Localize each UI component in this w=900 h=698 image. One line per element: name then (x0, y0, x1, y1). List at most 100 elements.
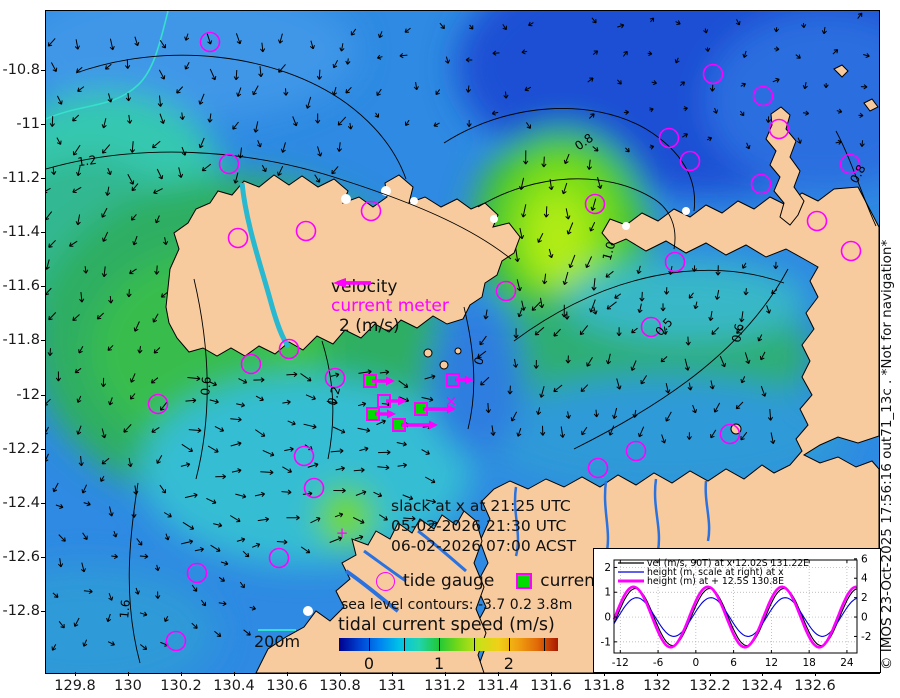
tide-gauge-marker (719, 423, 741, 445)
colorbar-tick-label: 0 (363, 654, 375, 673)
tide-gauge-marker (186, 562, 208, 584)
x-axis-tick (181, 672, 182, 676)
island (439, 360, 449, 370)
y-axis-label: -12.8 (2, 603, 40, 619)
inset-left-tick-label: 0 (604, 612, 611, 624)
tide-gauge-marker (360, 200, 382, 222)
y-axis-tick (41, 611, 45, 612)
x-axis-tick (287, 672, 288, 676)
x-axis-label: 131.8 (583, 678, 625, 694)
x-axis-tick (710, 672, 711, 676)
tide-gauge-layer (147, 31, 862, 652)
tide-gauge-marker (218, 153, 240, 175)
current-label: current (540, 571, 602, 591)
land-tiwi-islands (165, 174, 521, 357)
depth-scale-label: 200m (254, 632, 301, 651)
inset-right-tick-label: 4 (861, 573, 868, 585)
island (454, 347, 462, 355)
y-axis-label: -11.2 (2, 170, 40, 186)
contour-value-label: 0.6 (198, 375, 214, 397)
y-axis-label: -11 (16, 116, 40, 132)
x-axis-label: 131 (378, 678, 406, 694)
y-axis-tick (41, 124, 45, 125)
y-axis-tick (41, 340, 45, 341)
isobath-sample-line (258, 629, 297, 631)
tide-gauge-marker (702, 63, 724, 85)
tide-gauge-marker (587, 457, 609, 479)
y-axis-label: -11.8 (2, 332, 40, 348)
tide-gauge-marker (268, 547, 290, 569)
x-axis-label: 131.6 (530, 678, 572, 694)
x-axis-label: 130.8 (319, 678, 361, 694)
tide-gauge-marker (752, 85, 774, 107)
velocity-arrow-field (46, 12, 870, 651)
tide-gauge-marker (165, 630, 187, 652)
inset-legend-label: vel (m/s, 90T) at x 12.02S 131.22E (647, 558, 809, 569)
x-axis-label: 130.4 (213, 678, 255, 694)
inset-right-tick-label: -2 (861, 631, 871, 643)
y-axis-tick (41, 395, 45, 396)
sea-level-note: sea level contours: -3.7 0.2 3.8m (341, 597, 573, 613)
tide-gauge-marker (679, 150, 701, 172)
y-axis-label: -12.4 (2, 495, 40, 511)
contour-value-label: 1.2 (76, 152, 98, 170)
map-canvas[interactable]: ×+ (46, 11, 879, 673)
tide-gauge-marker (227, 227, 249, 249)
colorbar-tick-label: 2 (503, 654, 514, 673)
y-axis-label: -10.8 (2, 62, 40, 78)
map-frame: × + 1.2 0.8 0.8 1.0 0.5 0.6 0 0.6 0.2 1.6 velocity… (45, 10, 881, 674)
x-axis-label: 132 (643, 678, 671, 694)
tide-gauge-marker (584, 193, 606, 215)
y-axis-label: -12 (16, 387, 40, 403)
vector-scale-label: 2 (m/s) (339, 315, 400, 336)
tide-series-line (613, 597, 857, 637)
tide-gauge-marker (840, 240, 862, 262)
inset-right-tick-label: 0 (861, 612, 868, 624)
tide-gauge-label: tide gauge (403, 571, 495, 591)
y-axis-tick (41, 557, 45, 558)
marker-legend: tide gauge current (376, 571, 602, 591)
tide-series-line (613, 587, 857, 647)
island (423, 348, 433, 358)
x-axis-tick (445, 672, 446, 676)
tide-gauge-marker (495, 280, 517, 302)
island (833, 64, 849, 78)
x-axis-tick (551, 672, 552, 676)
tide-gauge-marker (240, 353, 262, 375)
x-axis-tick (392, 672, 393, 676)
inset-left-tick-label: 2 (604, 562, 611, 574)
colorbar-tick (439, 638, 441, 651)
y-axis-label: -11.6 (2, 278, 40, 294)
inset-x-tick-label: 0 (692, 657, 699, 669)
tide-gauge-marker (664, 251, 686, 273)
inset-x-tick-label: -6 (653, 657, 664, 669)
y-axis-label: -11.4 (2, 224, 40, 240)
tide-gauge-marker (293, 445, 315, 467)
inset-x-tick-label: 24 (840, 657, 854, 669)
tide-gauge-marker (625, 440, 647, 462)
tide-gauge-marker (750, 173, 772, 195)
tide-gauge-marker (199, 31, 221, 53)
inset-x-tick-label: 18 (802, 657, 815, 669)
inset-legend-label: height (m) at + 12.5S 130.8E (647, 576, 784, 587)
x-axis-tick (75, 672, 76, 676)
x-axis-tick (234, 672, 235, 676)
x-axis-label: 132.4 (741, 678, 783, 694)
x-axis-tick (128, 672, 129, 676)
colorbar-minor-tick (474, 638, 476, 651)
tide-gauge-marker (806, 210, 828, 232)
x-axis-tick (657, 672, 658, 676)
inset-x-tick-label: 12 (765, 657, 778, 669)
y-axis-label: -12.2 (2, 441, 40, 457)
sea-level-contours (46, 54, 877, 664)
colorbar-minor-tick (544, 638, 545, 651)
inset-legend-label: height (m, scale at right) at x (647, 567, 784, 578)
tide-gauge-marker (640, 316, 662, 338)
isobath-200m (46, 11, 169, 120)
x-axis-label: 129.8 (54, 678, 96, 694)
credit-text: © IMOS 23-Oct-2025 17:56:16 out71_13c . … (879, 239, 895, 670)
x-axis-tick (498, 672, 499, 676)
current-meter-arrow-icon (333, 278, 371, 288)
